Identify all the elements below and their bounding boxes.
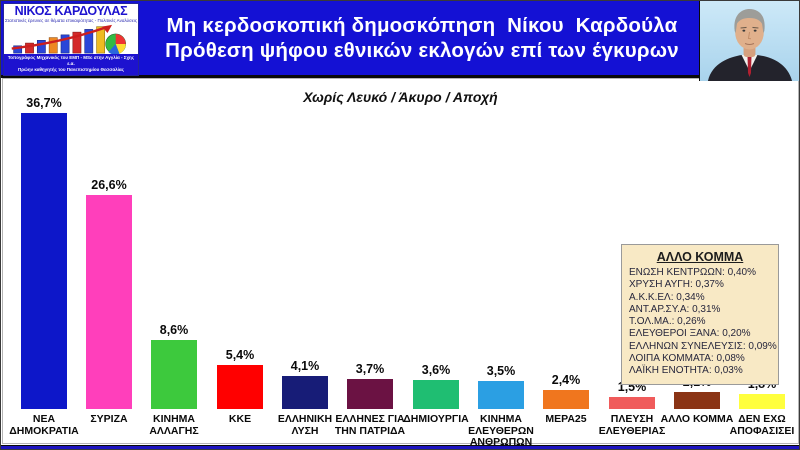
- bar-1: [21, 113, 67, 409]
- bar-11: [674, 392, 720, 409]
- bar-6: [347, 379, 393, 409]
- other-party-row: ΧΡΥΣΗ ΑΥΓΗ: 0,37%: [629, 279, 724, 291]
- bar-value-label: 8,6%: [159, 323, 189, 337]
- bar-value-label: 3,6%: [421, 363, 451, 377]
- other-party-box: ΑΛΛΟ ΚΟΜΜΑ ΕΝΩΣΗ ΚΕΝΤΡΩΩΝ: 0,40% ΧΡΥΣΗ ΑΥ…: [621, 244, 779, 385]
- other-party-row: ΛΑΪΚΗ ΕΝΟΤΗΤΑ: 0,03%: [629, 365, 743, 377]
- pollster-logo: ΝΙΚΟΣ ΚΑΡΔΟΥΛΑΣ Στατιστικές έρευνες σε θ…: [3, 3, 139, 76]
- header-title-line2: Πρόθεση ψήφου εθνικών εκλογών επί των έγ…: [165, 39, 679, 62]
- bar-value-label: 3,7%: [355, 362, 385, 376]
- bar-category-label: ΠΛΕΥΣΗ ΕΛΕΥΘΕΡΙΑΣ: [598, 413, 666, 437]
- bar-10: [609, 397, 655, 409]
- bar-value-label: 5,4%: [225, 348, 255, 362]
- other-party-entries: ΕΝΩΣΗ ΚΕΝΤΡΩΩΝ: 0,40% ΧΡΥΣΗ ΑΥΓΗ: 0,37% Α.…: [629, 267, 777, 378]
- other-party-row: ΛΟΙΠΑ ΚΟΜΜΑΤΑ: 0,08%: [629, 353, 745, 365]
- bar-value-label: 2,4%: [551, 373, 581, 387]
- bar-category-label: ΕΛΛΗΝΙΚΗ ΛΥΣΗ: [277, 413, 333, 437]
- logo-chart-graphic-icon: [11, 24, 126, 54]
- bar-4: [217, 365, 263, 409]
- bar-category-label: ΔΗΜΙΟΥΡΓΙΑ: [403, 413, 469, 425]
- bar-category-label: ΕΛΛΗΝΕΣ ΓΙΑ ΤΗΝ ΠΑΤΡΙΔΑ: [334, 413, 406, 437]
- bar-value-label: 3,5%: [486, 364, 516, 378]
- bar-category-label: ΚΚΕ: [228, 413, 252, 425]
- bar-value-label: 36,7%: [26, 96, 62, 110]
- pollster-credentials-line2: Πρώην καθηγητής του Πανεπιστημίου Θεσσαλ…: [18, 67, 124, 72]
- bottom-accent-strip: [1, 445, 799, 449]
- bar-5: [282, 376, 328, 409]
- bar-3: [151, 340, 197, 409]
- chart-subtitle: Χωρίς Λευκό / Άκυρο / Αποχή: [303, 89, 498, 105]
- pollster-credentials-line1: Τοπογράφος Μηχανικός του ΕΜΠ - MSc στην …: [7, 55, 135, 66]
- pollster-tagline: Στατιστικές έρευνες σε θέματα επικαιρότη…: [4, 18, 138, 23]
- other-party-row: Τ.ΟΛ.ΜΑ.: 0,26%: [629, 316, 706, 328]
- bars-layer: 36,7% ΝΕΑ ΔΗΜΟΚΡΑΤΙΑ 26,6% ΣΥΡΙΖΑ 8,6% ΚΙΝΗΜΑ Α…: [3, 79, 798, 448]
- bar-category-label: ΣΥΡΙΖΑ: [90, 413, 128, 425]
- other-party-row: ΕΝΩΣΗ ΚΕΝΤΡΩΩΝ: 0,40%: [629, 267, 756, 278]
- portrait-illustration: [700, 1, 799, 81]
- other-party-row: ΕΛΕΥΘΕΡΟΙ ΞΑΝΑ: 0,20%: [629, 328, 751, 340]
- other-party-row: Α.Κ.Κ.ΕΛ: 0,34%: [629, 291, 705, 303]
- bar-category-label: ΝΕΑ ΔΗΜΟΚΡΑΤΙΑ: [9, 413, 79, 437]
- header-title-line1: Μη κερδοσκοπική δημοσκόπηση Νίκου Καρδού…: [166, 14, 678, 37]
- bar-8: [478, 381, 524, 409]
- bar-category-label: ΚΙΝΗΜΑ ΑΛΛΑΓΗΣ: [149, 413, 199, 437]
- other-party-row: ΑΝΤ.ΑΡ.ΣΥ.Α: 0,31%: [629, 303, 721, 315]
- pollster-credentials: Τοπογράφος Μηχανικός του ΕΜΠ - MSc στην …: [4, 54, 138, 75]
- pollster-portrait-photo: [699, 1, 799, 81]
- bar-9: [543, 390, 589, 409]
- bar-category-label: ΔΕΝ ΕΧΩ ΑΠΟΦΑΣΙΣΕΙ: [729, 413, 795, 437]
- bar-value-label: 26,6%: [91, 178, 127, 192]
- other-party-box-title: ΑΛΛΟ ΚΟΜΜΑ: [656, 250, 744, 264]
- bar-category-label: ΜΕΡΑ25: [545, 413, 587, 425]
- bar-category-label: ΑΛΛΟ ΚΟΜΜΑ: [660, 413, 734, 425]
- chart-area: Χωρίς Λευκό / Άκυρο / Αποχή 36,7% ΝΕΑ ΔΗΜΟ…: [2, 78, 799, 448]
- bar-2: [86, 195, 132, 409]
- bar-12: [739, 394, 785, 409]
- bar-7: [413, 380, 459, 409]
- bar-category-label: ΚΙΝΗΜΑ ΕΛΕΥΘΕΡΩΝ ΑΝΘΡΩΠΩΝ: [468, 413, 534, 448]
- other-party-row: ΕΛΛΗΝΩΝ ΣΥΝΕΛΕΥΣΙΣ: 0,09%: [629, 340, 777, 352]
- bar-value-label: 4,1%: [290, 359, 320, 373]
- header-title: Μη κερδοσκοπική δημοσκόπηση Νίκου Καρδού…: [151, 1, 693, 75]
- pollster-name: ΝΙΚΟΣ ΚΑΡΔΟΥΛΑΣ: [14, 4, 128, 18]
